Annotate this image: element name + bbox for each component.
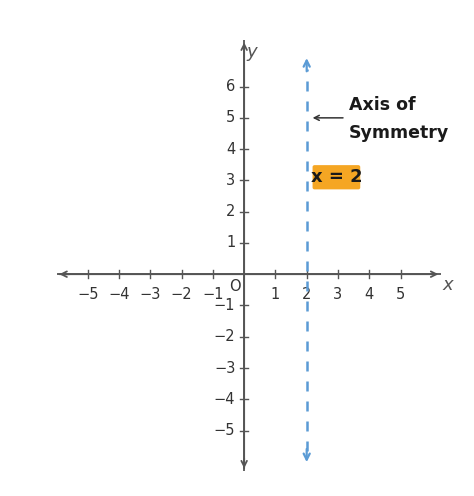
Text: y: y — [246, 43, 257, 61]
Text: −5: −5 — [214, 423, 236, 438]
Text: −4: −4 — [109, 287, 130, 303]
Text: 4: 4 — [365, 287, 374, 303]
Text: 1: 1 — [271, 287, 280, 303]
Text: 4: 4 — [226, 142, 236, 157]
Text: Axis of: Axis of — [349, 96, 416, 115]
Text: 3: 3 — [333, 287, 343, 303]
Text: 5: 5 — [396, 287, 405, 303]
Text: −3: −3 — [214, 361, 236, 375]
FancyBboxPatch shape — [313, 166, 360, 188]
Text: −4: −4 — [214, 392, 236, 407]
Text: x = 2: x = 2 — [310, 168, 362, 186]
Text: O: O — [229, 279, 241, 294]
Text: −2: −2 — [214, 329, 236, 344]
Text: −5: −5 — [77, 287, 99, 303]
Text: −3: −3 — [140, 287, 161, 303]
Text: 1: 1 — [226, 236, 236, 250]
Text: Symmetry: Symmetry — [349, 124, 449, 142]
Text: 6: 6 — [226, 79, 236, 94]
Text: 3: 3 — [226, 173, 236, 188]
Text: 2: 2 — [302, 287, 311, 303]
Text: 5: 5 — [226, 110, 236, 125]
Text: −2: −2 — [171, 287, 192, 303]
Text: 2: 2 — [226, 204, 236, 219]
Text: −1: −1 — [202, 287, 224, 303]
Text: −1: −1 — [214, 298, 236, 313]
Text: x: x — [443, 276, 453, 294]
